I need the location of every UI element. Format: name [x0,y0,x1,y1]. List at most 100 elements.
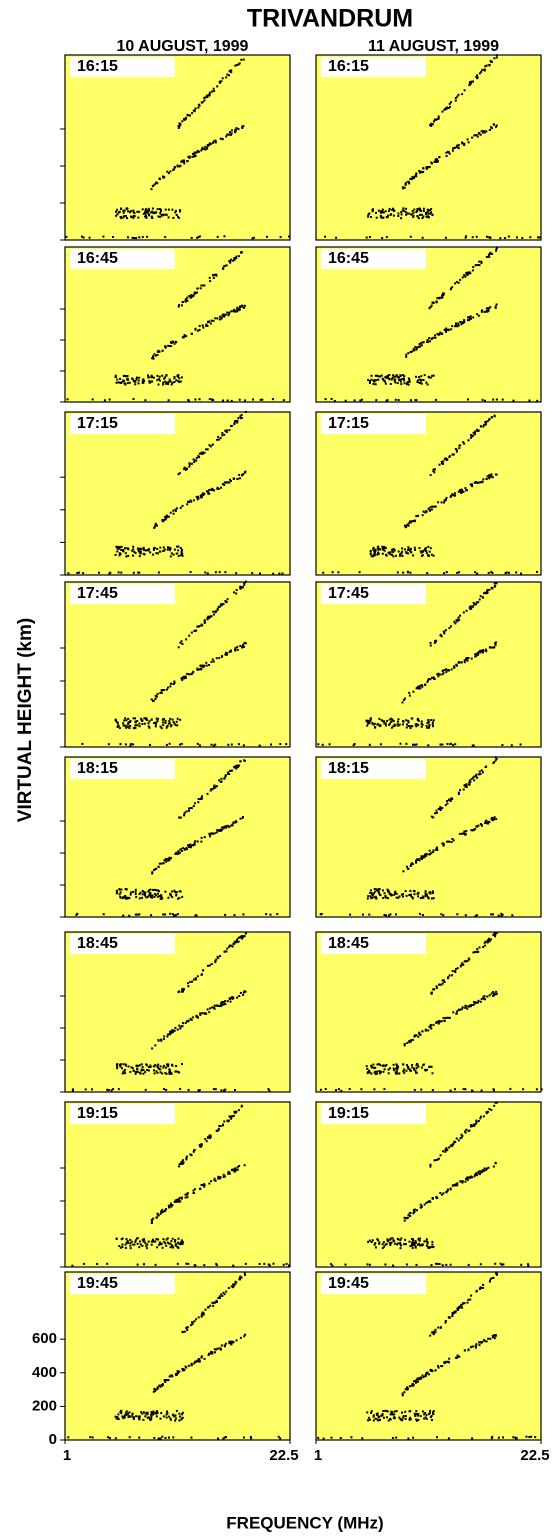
trace-dot [374,383,377,386]
trace-dot [371,210,374,213]
trace-dot [115,381,118,384]
trace-dot [495,56,498,59]
trace-dot [432,301,435,304]
trace-dot [395,913,397,916]
trace-dot [402,1070,405,1073]
trace-dot [170,1374,173,1377]
trace-dot [195,629,198,632]
trace-dot [183,1369,186,1372]
trace-dot [404,1410,407,1413]
trace-dot [400,383,403,386]
trace-dot [478,770,481,773]
trace-dot [432,1333,435,1336]
trace-dot [209,615,212,618]
trace-dot [372,546,375,549]
trace-dot [430,304,433,307]
trace-dot [456,144,458,147]
trace-dot [434,812,436,815]
trace-dot [484,821,486,824]
trace-dot [450,841,453,843]
trace-dot [165,1413,168,1416]
trace-dot [175,209,177,212]
trace-dot [337,571,340,574]
trace-dot [331,571,334,574]
trace-dot [399,553,401,556]
trace-dot [259,398,262,401]
trace-dot [181,1159,184,1162]
trace-dot [412,743,414,746]
trace-dot [125,375,127,378]
trace-dot [199,287,202,290]
trace-dot [368,1069,371,1072]
trace-dot [285,1262,288,1265]
trace-dot [469,1298,472,1301]
trace-dot [330,1263,332,1266]
trace-dot [422,1376,425,1379]
trace-dot [439,1192,442,1194]
trace-dot [134,1072,137,1075]
trace-dot [388,893,391,895]
trace-dot [134,913,137,916]
trace-dot [225,431,228,434]
trace-dot [134,893,137,896]
trace-dot [333,399,336,402]
trace-dot [482,1286,484,1289]
trace-dot [472,1004,475,1006]
trace-dot [151,376,154,379]
trace-dot [165,1066,167,1069]
trace-dot [461,1306,464,1309]
trace-dot [208,1352,210,1355]
trace-dot [155,1070,158,1073]
trace-dot [443,458,446,461]
trace-dot [411,176,414,179]
trace-dot [514,1436,517,1439]
trace-dot [221,655,224,657]
trace-dot [440,635,443,638]
trace-dot [116,378,119,381]
trace-dot [234,1112,237,1114]
x-axis-label: FREQUENCY (MHz) [226,1513,383,1532]
trace-dot [202,284,205,287]
trace-dot [154,1390,157,1392]
trace-dot [485,648,487,651]
trace-dot [132,890,134,893]
trace-dot [179,547,182,550]
trace-dot [483,1167,486,1170]
trace-dot [471,1089,474,1092]
trace-dot [172,216,175,219]
trace-dot [411,350,414,353]
trace-dot [400,213,403,216]
trace-dot [432,1410,435,1413]
trace-dot [439,331,442,334]
trace-dot [132,717,135,720]
trace-dot [230,71,233,74]
trace-dot [117,571,120,574]
trace-dot [178,990,180,993]
trace-dot [422,510,425,513]
trace-dot [206,617,209,619]
trace-dot [91,1088,93,1091]
trace-dot [418,912,421,915]
trace-dot [159,1417,162,1420]
trace-dot [377,548,380,551]
trace-dot [102,913,105,916]
trace-dot [159,1437,162,1440]
trace-dot [200,1356,203,1359]
trace-dot [281,572,284,575]
trace-dot [144,1412,147,1415]
trace-dot [446,743,449,745]
trace-dot [208,489,211,491]
trace-dot [429,892,432,895]
trace-dot [203,621,206,624]
trace-dot [198,1089,201,1091]
trace-dot [366,897,369,900]
trace-dot [82,572,85,575]
trace-dot [493,818,495,821]
trace-dot [488,940,491,943]
trace-dot [435,398,438,401]
trace-dot [188,500,190,503]
trace-dot [457,1307,460,1309]
trace-dot [477,999,480,1002]
trace-dot [424,548,426,551]
trace-dot [232,477,235,480]
